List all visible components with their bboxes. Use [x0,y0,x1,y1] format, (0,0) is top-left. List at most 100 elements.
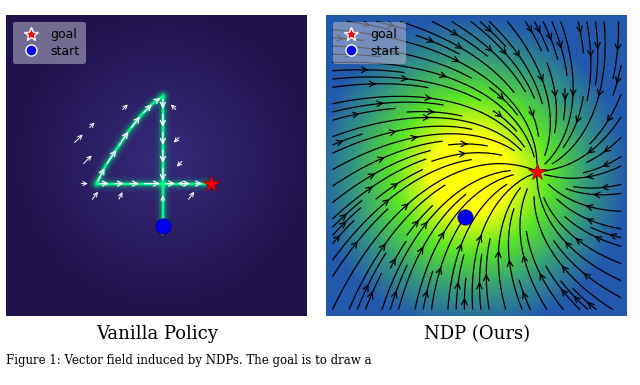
FancyArrowPatch shape [485,25,492,32]
Legend: goal, start: goal, start [13,22,86,64]
FancyArrowPatch shape [557,41,562,48]
FancyArrowPatch shape [576,116,581,122]
FancyArrowPatch shape [427,37,433,42]
FancyArrowPatch shape [570,89,576,95]
Text: Figure 1: Vector field induced by NDPs. The goal is to draw a: Figure 1: Vector field induced by NDPs. … [6,354,372,367]
FancyArrowPatch shape [598,90,603,96]
FancyArrowPatch shape [363,285,368,291]
FancyArrowPatch shape [454,283,460,289]
FancyArrowPatch shape [423,115,429,120]
FancyArrowPatch shape [401,75,408,81]
FancyArrowPatch shape [364,21,370,27]
Text: NDP (Ours): NDP (Ours) [424,325,530,343]
FancyArrowPatch shape [538,74,543,81]
FancyArrowPatch shape [451,30,458,35]
FancyArrowPatch shape [587,173,593,179]
FancyArrowPatch shape [452,57,459,62]
FancyArrowPatch shape [586,205,593,210]
FancyArrowPatch shape [607,115,613,122]
FancyArrowPatch shape [563,266,568,273]
FancyArrowPatch shape [339,222,346,228]
FancyArrowPatch shape [340,214,346,220]
FancyArrowPatch shape [428,109,434,114]
FancyArrowPatch shape [457,244,462,251]
FancyArrowPatch shape [421,222,428,229]
FancyArrowPatch shape [604,146,611,152]
FancyArrowPatch shape [438,232,444,239]
FancyArrowPatch shape [476,236,482,242]
FancyArrowPatch shape [368,174,374,179]
Text: Vanilla Policy: Vanilla Policy [96,325,218,343]
FancyArrowPatch shape [483,275,489,281]
FancyArrowPatch shape [610,234,616,239]
FancyArrowPatch shape [508,260,513,267]
FancyArrowPatch shape [547,33,552,40]
FancyArrowPatch shape [588,219,594,224]
FancyArrowPatch shape [552,90,557,97]
FancyArrowPatch shape [390,259,396,265]
FancyArrowPatch shape [566,242,572,248]
FancyArrowPatch shape [514,50,520,57]
FancyArrowPatch shape [603,161,610,166]
FancyArrowPatch shape [376,101,383,107]
FancyArrowPatch shape [595,237,602,242]
FancyArrowPatch shape [369,81,376,87]
FancyArrowPatch shape [368,292,372,299]
FancyArrowPatch shape [588,147,595,153]
FancyArrowPatch shape [425,95,431,100]
FancyArrowPatch shape [576,238,582,244]
FancyArrowPatch shape [500,48,506,54]
FancyArrowPatch shape [615,44,621,50]
FancyArrowPatch shape [351,242,357,248]
FancyArrowPatch shape [392,291,397,298]
FancyArrowPatch shape [412,221,419,227]
FancyArrowPatch shape [455,43,462,49]
Legend: goal, start: goal, start [333,22,406,64]
FancyArrowPatch shape [365,187,372,192]
FancyArrowPatch shape [389,130,396,135]
FancyArrowPatch shape [495,251,501,258]
FancyArrowPatch shape [393,49,399,55]
FancyArrowPatch shape [527,26,532,32]
FancyArrowPatch shape [529,110,534,117]
FancyArrowPatch shape [346,52,351,57]
FancyArrowPatch shape [352,112,358,118]
FancyArrowPatch shape [477,283,482,289]
FancyArrowPatch shape [574,296,580,303]
FancyArrowPatch shape [595,43,600,49]
FancyArrowPatch shape [616,77,621,83]
FancyArrowPatch shape [423,291,428,298]
FancyArrowPatch shape [594,192,600,198]
FancyArrowPatch shape [378,157,384,162]
FancyArrowPatch shape [388,22,394,27]
FancyArrowPatch shape [588,50,593,57]
FancyArrowPatch shape [588,303,595,309]
FancyArrowPatch shape [495,111,502,117]
FancyArrowPatch shape [461,141,467,147]
FancyArrowPatch shape [411,136,417,141]
FancyArrowPatch shape [460,151,465,157]
FancyArrowPatch shape [461,299,467,305]
FancyArrowPatch shape [563,94,568,99]
FancyArrowPatch shape [333,236,340,242]
FancyArrowPatch shape [522,256,527,262]
FancyArrowPatch shape [602,184,608,190]
FancyArrowPatch shape [584,273,591,280]
FancyArrowPatch shape [522,292,528,299]
FancyArrowPatch shape [540,274,545,280]
FancyArrowPatch shape [535,26,540,32]
FancyArrowPatch shape [383,199,389,206]
FancyArrowPatch shape [380,244,385,251]
FancyArrowPatch shape [417,248,423,254]
FancyArrowPatch shape [486,45,492,51]
FancyArrowPatch shape [440,72,446,77]
FancyArrowPatch shape [497,94,504,100]
FancyArrowPatch shape [337,35,344,41]
FancyArrowPatch shape [362,67,367,72]
FancyArrowPatch shape [436,268,442,274]
FancyArrowPatch shape [336,141,342,146]
FancyArrowPatch shape [577,26,582,33]
FancyArrowPatch shape [391,184,397,189]
FancyArrowPatch shape [562,290,568,296]
FancyArrowPatch shape [402,204,408,210]
